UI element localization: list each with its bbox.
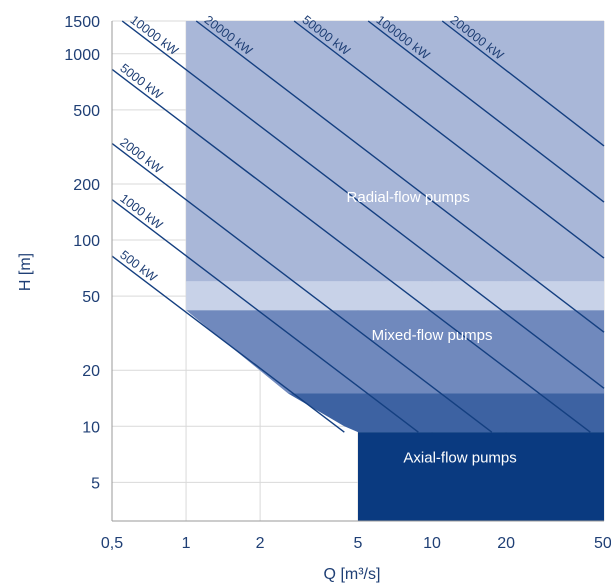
y-tick-label: 1000 xyxy=(64,47,100,64)
y-tick-label: 20 xyxy=(82,363,100,380)
power-line-1000 xyxy=(111,198,419,433)
y-tick-label: 100 xyxy=(73,233,100,250)
x-tick-label: 20 xyxy=(497,535,515,552)
y-tick-label: 500 xyxy=(73,103,100,120)
power-lines xyxy=(111,20,605,433)
power-line-10000 xyxy=(121,20,605,389)
y-axis-label: H [m] xyxy=(17,253,34,291)
power-label-5000: 5000 kW xyxy=(117,61,165,102)
power-line-20000 xyxy=(195,20,605,333)
pump-region-0 xyxy=(186,21,604,282)
power-line-100000 xyxy=(367,20,605,203)
x-axis-label: Q [m³/s] xyxy=(324,566,381,583)
power-line-2000 xyxy=(111,142,493,433)
x-tick-label: 50 xyxy=(594,535,611,552)
pump-regions xyxy=(186,21,604,521)
pump-region-1 xyxy=(186,281,604,311)
pump-region-3 xyxy=(288,393,604,433)
y-tick-label: 10 xyxy=(82,419,100,436)
power-label-500: 500 kW xyxy=(117,248,159,285)
x-tick-label: 1 xyxy=(182,535,191,552)
power-label-1000: 1000 kW xyxy=(117,191,165,232)
x-tick-label: 10 xyxy=(423,535,441,552)
y-tick-label: 50 xyxy=(82,289,100,306)
power-label-10000: 10000 kW xyxy=(128,13,181,58)
power-label-2000: 2000 kW xyxy=(117,135,165,176)
region-label-2: Mixed-flow pumps xyxy=(372,327,493,344)
pump-region-2 xyxy=(186,310,604,394)
power-line-5000 xyxy=(111,68,591,433)
power-line-500 xyxy=(111,255,345,433)
axes: 0,5 1 2 5 10 20 50 5 10 20 50 100 200 500 1000 1500 xyxy=(64,14,611,552)
region-label-4: Axial-flow pumps xyxy=(403,449,516,466)
x-tick-label: 0,5 xyxy=(101,535,123,552)
y-tick-label: 5 xyxy=(91,475,100,492)
x-tick-label: 2 xyxy=(256,535,265,552)
pump-region-4 xyxy=(358,432,604,521)
y-tick-label: 1500 xyxy=(64,14,100,31)
x-tick-label: 5 xyxy=(354,535,363,552)
y-tick-label: 200 xyxy=(73,177,100,194)
power-line-50000 xyxy=(293,20,605,259)
power-line-200000 xyxy=(441,20,605,147)
region-label-0: Radial-flow pumps xyxy=(347,189,470,206)
